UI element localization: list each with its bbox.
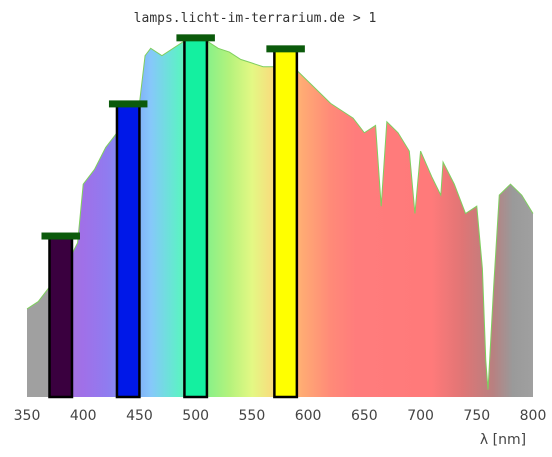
bars-layer [41,34,305,399]
spectrum-line [26,40,534,390]
x-axis-label: λ [nm] [480,432,526,448]
x-tick-label-600: 600 [295,408,322,424]
bar-580 [273,47,299,399]
bar-cap-440 [108,100,148,108]
bar-380 [48,234,74,399]
x-tick-label-550: 550 [239,408,266,424]
x-tick-label-700: 700 [407,408,434,424]
x-tick-label-400: 400 [70,408,97,424]
x-axis: 350 400 450 500 550 600 650 700 750 800 [14,408,547,424]
bar-440 [115,102,141,399]
bar-500 [183,36,209,399]
x-tick-label-500: 500 [182,408,209,424]
chart-title: lamps.licht-im-terrarium.de > 1 [134,11,377,26]
bar-cap-380 [41,232,80,240]
x-tick-label-650: 650 [351,408,378,424]
x-tick-label-450: 450 [126,408,153,424]
x-tick-label-800: 800 [520,408,547,424]
bar-cap-580 [266,45,305,53]
x-tick-label-750: 750 [463,408,490,424]
plot-area [26,34,534,399]
x-tick-label-350: 350 [14,408,41,424]
bar-cap-500 [176,34,215,42]
